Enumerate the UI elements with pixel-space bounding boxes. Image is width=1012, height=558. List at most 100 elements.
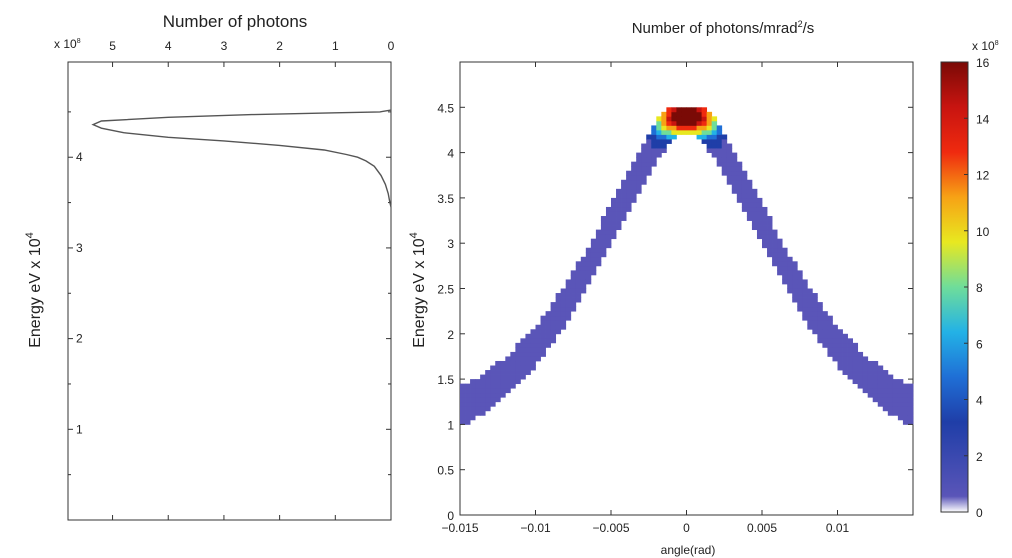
heatmap-cell (787, 270, 793, 276)
heatmap-cell (817, 306, 823, 312)
heatmap-cell (636, 166, 642, 172)
heatmap-cell (887, 410, 894, 416)
heatmap-cell (535, 329, 541, 335)
heatmap-cell (822, 315, 828, 321)
heatmap-cell (817, 315, 823, 321)
heatmap-cell (741, 206, 748, 212)
heatmap-cell (510, 370, 516, 375)
heatmap-cell (696, 111, 702, 117)
heatmap-cell (661, 125, 667, 131)
heatmap-cell (560, 324, 567, 330)
heatmap-cell (465, 406, 471, 412)
heatmap-cell (540, 329, 546, 335)
heatmap-cell (842, 356, 848, 362)
heatmap-cell (847, 347, 853, 353)
heatmap-cell (530, 338, 536, 344)
heatmap-cell (590, 265, 597, 271)
heatmap-cell (525, 370, 531, 375)
heatmap-cell (867, 365, 874, 371)
heatmap-cell (842, 360, 848, 366)
heatmap-cell (792, 297, 798, 303)
heatmap-cell (832, 351, 838, 357)
heatmap-cell (877, 401, 884, 407)
heatmap-cell (600, 220, 607, 226)
heatmap-cell (560, 288, 567, 294)
heatmap-cell (711, 134, 718, 140)
heatmap-cell (902, 401, 909, 407)
heatmap-cell (550, 311, 557, 317)
heatmap-cell (530, 365, 536, 371)
heatmap-cell (560, 302, 567, 308)
heatmap-cell (651, 139, 657, 144)
heatmap-cell (555, 302, 562, 308)
heatmap-cell (902, 415, 909, 421)
heatmap-cell (495, 370, 501, 375)
heatmap-cell (726, 175, 733, 181)
heatmap-cell (872, 388, 879, 394)
heatmap-cell (792, 261, 798, 267)
heatmap-cell (822, 324, 828, 330)
heatmap-cell (530, 342, 536, 348)
right-y-tick-label: 2 (447, 328, 454, 342)
heatmap-cell (636, 175, 642, 181)
heatmap-cell (822, 338, 828, 344)
heatmap-cell (817, 329, 823, 335)
heatmap-cell (731, 157, 738, 163)
heatmap-cell (676, 120, 682, 126)
heatmap-cell (565, 279, 572, 285)
heatmap-cell (767, 252, 773, 258)
heatmap-cell (666, 139, 672, 144)
heatmap-cell (686, 129, 692, 135)
heatmap-cell (475, 406, 481, 412)
heatmap-cell (515, 379, 521, 385)
heatmap-cell (772, 256, 778, 262)
heatmap-cell (676, 116, 682, 122)
heatmap-cell (656, 139, 662, 144)
heatmap-cell (555, 329, 562, 335)
heatmap-cell (892, 388, 899, 394)
heatmap-cell (480, 410, 486, 416)
left-x-multiplier-base: x 10 (54, 37, 77, 51)
heatmap-cell (595, 247, 602, 253)
left-plot-frame (67, 61, 392, 521)
heatmap-cell (857, 351, 864, 357)
heatmap-cell (475, 388, 481, 394)
heatmap-cell (767, 243, 773, 249)
heatmap-cell (616, 202, 622, 208)
heatmap-cell (701, 134, 708, 140)
heatmap-cell (595, 238, 602, 244)
heatmap-cell (460, 419, 466, 425)
heatmap-cell (782, 270, 788, 276)
right-x-label: angle(rad) (661, 543, 716, 557)
heatmap-cell (560, 293, 567, 298)
heatmap-cell (515, 374, 521, 380)
heatmap-cell (555, 315, 562, 321)
heatmap-cell (696, 116, 702, 122)
heatmap-cell (867, 379, 874, 385)
heatmap-cell (565, 283, 572, 289)
right-y-ticks: 0 0.5 1 1.5 2 2.5 3 3.5 4 4.5 (437, 101, 913, 523)
heatmap-cell (460, 415, 466, 421)
heatmap-cell (706, 139, 713, 144)
heatmap-cell (666, 125, 672, 131)
heatmap-cell (671, 134, 677, 140)
heatmap-cell (701, 139, 708, 144)
heatmap-cell (611, 234, 617, 240)
left-x-tick-label: 3 (221, 39, 228, 53)
left-x-ticks: 5 4 3 2 1 0 (109, 39, 395, 520)
heatmap-cell (505, 374, 511, 380)
heatmap-cell (772, 229, 778, 235)
heatmap-cell (696, 129, 702, 135)
heatmap-cell (847, 342, 853, 348)
heatmap-cell (862, 356, 869, 362)
heatmap-cell (887, 392, 894, 398)
heatmap-cell (500, 388, 506, 394)
heatmap-cell (525, 347, 531, 353)
heatmap-cell (470, 383, 476, 389)
heatmap-cell (746, 179, 753, 185)
heatmap-cell (716, 134, 723, 140)
heatmap-cell (792, 283, 798, 289)
heatmap-cell (721, 161, 728, 167)
heatmap-cell (560, 320, 567, 326)
